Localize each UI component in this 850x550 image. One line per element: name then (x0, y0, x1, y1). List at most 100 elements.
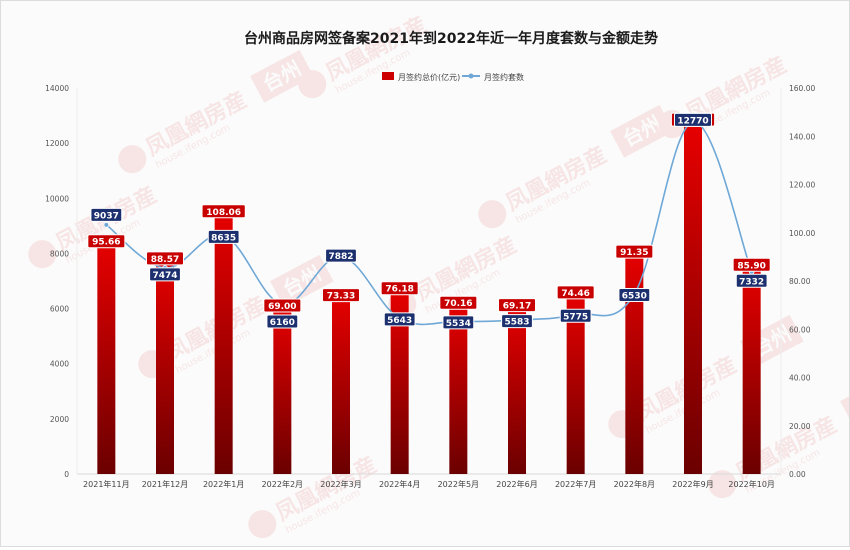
bar-value-label-text: 91.35 (620, 248, 648, 258)
y-right-tick-label: 100.00 (789, 229, 815, 238)
bar (156, 260, 174, 474)
line-value-label-text: 7332 (739, 277, 764, 287)
chart-title: 台州商品房网签备案2021年到2022年近一年月度套数与金额走势 (244, 30, 658, 47)
y-left-tick-label: 0 (64, 470, 69, 479)
bar-value-label-text: 88.57 (151, 255, 179, 265)
bar (332, 297, 350, 474)
y-left-tick-label: 8000 (50, 249, 69, 258)
bar-value-label-text: 95.66 (92, 238, 120, 248)
bar-value-label: 85.90 (733, 258, 770, 271)
bar (97, 243, 115, 474)
bar-value-label-text: 69.00 (268, 302, 296, 312)
x-tick-label: 2021年11月 (83, 479, 130, 489)
watermark-layer: 凤凰網房産house.ifeng.com台州凤凰網房産house.ifeng.c… (23, 12, 849, 546)
legend-swatch-marker (469, 74, 474, 79)
line-value-label-text: 8635 (211, 233, 236, 243)
bar-value-label-text: 85.90 (737, 261, 765, 271)
bar-value-label: 76.18 (381, 282, 418, 295)
line-value-label-text: 5583 (504, 318, 529, 328)
bar-value-label: 70.16 (440, 296, 477, 309)
bar-value-label: 91.35 (616, 245, 653, 258)
x-tick-label: 2022年8月 (614, 479, 655, 489)
bar (215, 213, 233, 474)
line-value-label: 9037 (91, 208, 122, 221)
y-left-tick-label: 12000 (45, 139, 69, 148)
bar (449, 305, 467, 474)
y-left-tick-label: 14000 (45, 84, 69, 93)
bar-value-label: 95.66 (88, 235, 125, 248)
line-value-label-text: 6530 (622, 291, 647, 301)
y-axis-left-ticks: 0 2000 4000 6000 8000 10000 12000 14000 (45, 84, 69, 479)
bar-value-label: 69.17 (499, 299, 536, 312)
bar-value-label: 108.06 (202, 205, 245, 218)
bar (625, 254, 643, 474)
bar (273, 308, 291, 474)
bar-value-label-text: 74.46 (561, 289, 589, 299)
y-right-tick-label: 140.00 (789, 132, 815, 141)
line-value-label: 7474 (150, 268, 181, 281)
line-value-label: 5534 (443, 316, 474, 329)
line-value-label-text: 5775 (563, 312, 588, 322)
y-right-tick-label: 160.00 (789, 84, 815, 93)
bar-value-label: 73.33 (323, 289, 360, 302)
line-value-label-text: 7474 (152, 271, 177, 281)
bar-value-label-text: 108.06 (206, 208, 241, 218)
line-value-label: 5775 (560, 309, 591, 322)
line-value-label: 12770 (675, 113, 712, 126)
legend-swatch-bar (382, 72, 394, 80)
bar-value-label: 74.46 (557, 286, 594, 299)
legend: 月签约总价(亿元) 月签约套数 (382, 72, 524, 82)
line-value-label-text: 5534 (446, 319, 471, 329)
line-value-label-text: 12770 (677, 116, 708, 126)
x-tick-label: 2022年10月 (728, 479, 775, 489)
line-value-label: 7882 (326, 249, 357, 262)
x-tick-label: 2022年4月 (379, 479, 420, 489)
bar-value-label-text: 69.17 (503, 302, 531, 312)
x-tick-label: 2022年1月 (203, 479, 244, 489)
bar (684, 127, 702, 474)
line-value-label-text: 7882 (328, 252, 353, 262)
bar-value-label: 69.00 (264, 299, 301, 312)
x-tick-label: 2021年12月 (142, 479, 189, 489)
x-tick-label: 2022年7月 (555, 479, 596, 489)
line-value-label: 5583 (502, 315, 533, 328)
bar-value-label-text: 70.16 (444, 299, 472, 309)
x-tick-label: 2022年2月 (262, 479, 303, 489)
y-axis-right-ticks: 0.0020.0040.0060.0080.00100.00120.00140.… (789, 84, 815, 479)
line-value-label-text: 6160 (270, 318, 295, 328)
y-right-tick-label: 120.00 (789, 181, 815, 190)
bar (743, 267, 761, 474)
y-right-tick-label: 20.00 (789, 422, 811, 431)
bar-value-label: 88.57 (147, 252, 184, 265)
watermark-city-box (840, 375, 849, 428)
line-value-label-text: 9037 (94, 211, 119, 221)
bar-value-label-text: 76.18 (385, 285, 413, 295)
bar-value-label-text: 73.33 (327, 292, 355, 302)
x-tick-label: 2022年5月 (438, 479, 479, 489)
y-left-tick-label: 4000 (50, 360, 69, 369)
y-right-tick-label: 40.00 (789, 374, 811, 383)
y-left-tick-label: 2000 (50, 415, 69, 424)
line-value-label-text: 5643 (387, 316, 412, 326)
line-value-label: 8635 (208, 230, 239, 243)
y-right-tick-label: 0.00 (789, 470, 806, 479)
legend-label-line: 月签约套数 (484, 72, 524, 82)
y-left-tick-label: 10000 (45, 194, 69, 203)
line-value-label: 5643 (384, 313, 415, 326)
line-value-label: 6530 (619, 288, 650, 301)
x-tick-label: 2022年9月 (672, 479, 713, 489)
y-left-tick-label: 6000 (50, 305, 69, 314)
legend-label-bar: 月签约总价(亿元) (398, 72, 460, 82)
x-tick-label: 2022年6月 (496, 479, 537, 489)
bar (508, 307, 526, 474)
y-right-tick-label: 80.00 (789, 277, 811, 286)
